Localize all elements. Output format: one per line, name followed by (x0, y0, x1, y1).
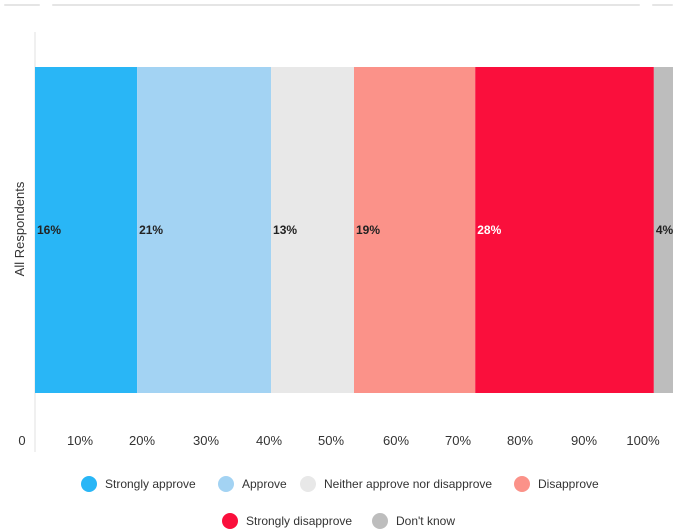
legend-marker-disapprove (514, 476, 530, 492)
value-labels: 16% 21% 13% 19% 28% 4% (37, 223, 673, 237)
legend-item-neither-approve-nor-disapprove[interactable]: Neither approve nor disapprove (300, 476, 492, 492)
legend-item-strongly-approve[interactable]: Strongly approve (81, 476, 196, 492)
legend-label-strongly-approve: Strongly approve (105, 477, 196, 491)
x-tick-label: 10% (67, 433, 93, 448)
x-tick-label: 60% (383, 433, 409, 448)
x-tick-label: 80% (507, 433, 533, 448)
bar-segment-strongly-disapprove (475, 67, 654, 393)
y-axis: All Respondents (12, 32, 36, 452)
legend-label-approve: Approve (242, 477, 287, 491)
legend-label-don-t-know: Don't know (396, 514, 455, 528)
legend: Strongly approve Approve Neither approve n… (81, 476, 599, 529)
bar-segment-don-t-know (653, 67, 673, 393)
bar-segment-neither-approve-nor-disapprove (271, 67, 354, 393)
x-axis-ticks: 0 10% 20% 30% 40% 50% 60% 70% 80% 90% 100% (18, 433, 660, 448)
legend-marker-strongly-disapprove (222, 513, 238, 529)
bar-segments (35, 67, 673, 393)
x-tick-label: 70% (445, 433, 471, 448)
top-divider-left (4, 4, 40, 6)
value-label-strongly-disapprove: 28% (477, 223, 501, 237)
x-tick-label: 0 (18, 433, 25, 448)
legend-marker-don-t-know (372, 513, 388, 529)
top-divider-center (52, 4, 640, 6)
x-tick-label: 40% (256, 433, 282, 448)
bar-segment-disapprove (354, 67, 476, 393)
top-divider-right (652, 4, 673, 6)
value-label-neither-approve-nor-disapprove: 13% (273, 223, 297, 237)
x-tick-label: 100% (626, 433, 660, 448)
value-label-don-t-know: 4% (656, 223, 673, 237)
legend-marker-neither-approve-nor-disapprove (300, 476, 316, 492)
legend-marker-approve (218, 476, 234, 492)
legend-label-strongly-disapprove: Strongly disapprove (246, 514, 352, 528)
x-tick-label: 30% (193, 433, 219, 448)
legend-label-disapprove: Disapprove (538, 477, 599, 491)
bar-segment-approve (137, 67, 272, 393)
top-strip (0, 0, 673, 12)
bar-segment-strongly-approve (35, 67, 138, 393)
x-tick-label: 90% (571, 433, 597, 448)
legend-item-strongly-disapprove[interactable]: Strongly disapprove (222, 513, 352, 529)
legend-item-disapprove[interactable]: Disapprove (514, 476, 599, 492)
x-tick-label: 50% (318, 433, 344, 448)
x-tick-label: 20% (129, 433, 155, 448)
legend-label-neither-approve-nor-disapprove: Neither approve nor disapprove (324, 477, 492, 491)
legend-item-approve[interactable]: Approve (218, 476, 287, 492)
legend-item-don-t-know[interactable]: Don't know (372, 513, 455, 529)
value-label-strongly-approve: 16% (37, 223, 61, 237)
y-axis-title: All Respondents (12, 181, 27, 276)
value-label-disapprove: 19% (356, 223, 380, 237)
legend-marker-strongly-approve (81, 476, 97, 492)
value-label-approve: 21% (139, 223, 163, 237)
